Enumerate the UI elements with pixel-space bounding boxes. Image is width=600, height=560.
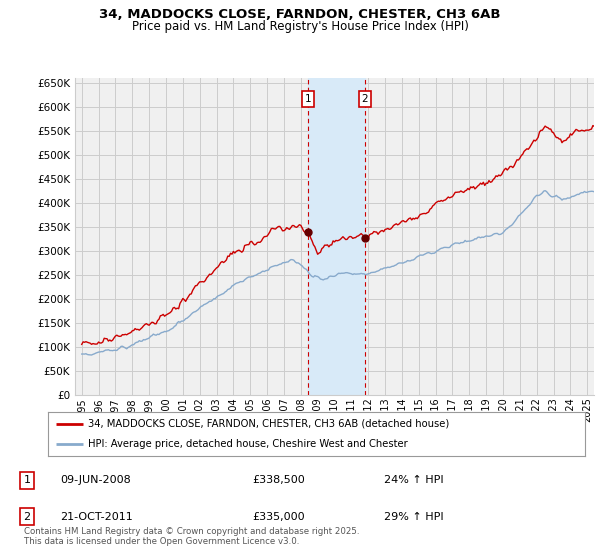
Text: Contains HM Land Registry data © Crown copyright and database right 2025.
This d: Contains HM Land Registry data © Crown c… (24, 526, 359, 546)
Text: £338,500: £338,500 (252, 475, 305, 485)
Text: 2: 2 (23, 512, 31, 521)
Text: 24% ↑ HPI: 24% ↑ HPI (384, 475, 443, 485)
Text: HPI: Average price, detached house, Cheshire West and Chester: HPI: Average price, detached house, Ches… (88, 439, 408, 449)
Text: 34, MADDOCKS CLOSE, FARNDON, CHESTER, CH3 6AB: 34, MADDOCKS CLOSE, FARNDON, CHESTER, CH… (99, 8, 501, 21)
Bar (308, 78, 365, 395)
Text: 1: 1 (23, 475, 31, 485)
Text: 09-JUN-2008: 09-JUN-2008 (60, 475, 131, 485)
Text: Price paid vs. HM Land Registry's House Price Index (HPI): Price paid vs. HM Land Registry's House … (131, 20, 469, 32)
Text: £335,000: £335,000 (252, 512, 305, 521)
Text: 2: 2 (362, 94, 368, 104)
Text: 34, MADDOCKS CLOSE, FARNDON, CHESTER, CH3 6AB (detached house): 34, MADDOCKS CLOSE, FARNDON, CHESTER, CH… (88, 419, 449, 429)
Text: 21-OCT-2011: 21-OCT-2011 (60, 512, 133, 521)
Text: 29% ↑ HPI: 29% ↑ HPI (384, 512, 443, 521)
Text: 1: 1 (305, 94, 311, 104)
